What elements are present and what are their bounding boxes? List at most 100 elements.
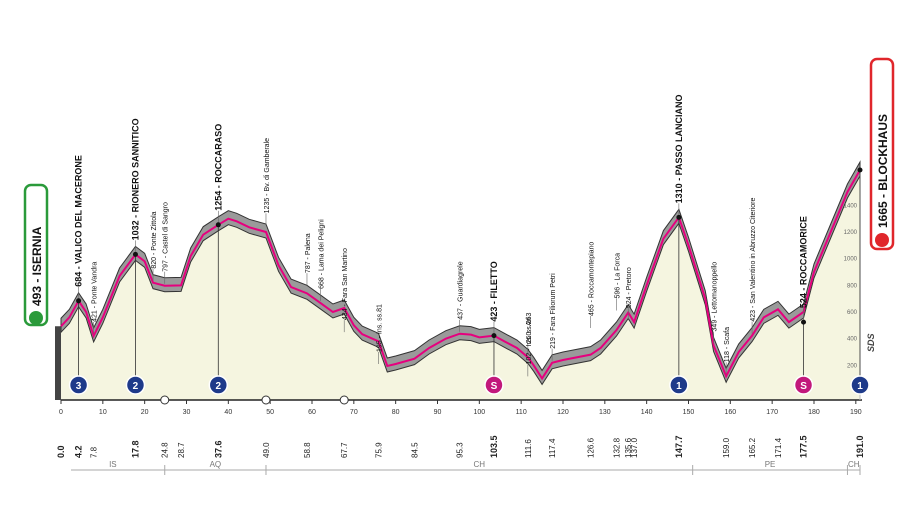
finish-badge: 1665 - BLOCKHAUS: [869, 57, 895, 251]
badge-label: 1: [676, 381, 682, 392]
y-tick-label: 600: [847, 310, 858, 316]
summit-label: 820 - Ponte Zittola: [151, 211, 158, 268]
start-label: 493 - ISERNIA: [30, 226, 44, 306]
km-label: 67.7: [340, 442, 349, 458]
km-label: 7.8: [90, 446, 99, 458]
region-label: PE: [765, 460, 776, 469]
km-label: 0.0: [56, 445, 66, 458]
x-tick-label: 120: [557, 409, 569, 416]
x-tick-label: 150: [683, 409, 695, 416]
road-line: [60, 169, 861, 381]
km-label: 58.8: [303, 442, 312, 458]
km-label: 17.8: [130, 440, 140, 458]
km-label: 84.5: [410, 442, 419, 458]
start-badge: 493 - ISERNIA: [23, 183, 49, 327]
profile-area: [61, 170, 860, 400]
km-label: 103.5: [489, 435, 499, 458]
cyclist-icon: [875, 233, 889, 247]
km-label: 147.7: [674, 435, 684, 458]
summit-dot: [132, 251, 138, 257]
feed-zone-icon: [339, 395, 349, 405]
summit-label: 102 - Ins. ss.263: [526, 313, 533, 365]
badge-label: 1: [857, 381, 863, 392]
y-tick-label: 1200: [844, 230, 858, 236]
summit-label: 1235 - Bv. di Gamberale: [264, 138, 271, 213]
km-label: 126.6: [587, 437, 596, 458]
x-tick-label: 70: [350, 409, 358, 416]
km-label: 132.8: [613, 437, 622, 458]
kom-badge: [669, 375, 689, 395]
finish-label: 1665 - BLOCKHAUS: [876, 114, 890, 228]
sds-mark: SDS: [866, 333, 876, 352]
x-tick-label: 80: [392, 409, 400, 416]
badge-label: 2: [216, 381, 222, 392]
summit-label: 260 - Ari: [526, 317, 533, 344]
x-tick-label: 10: [99, 409, 107, 416]
x-tick-label: 190: [850, 409, 862, 416]
kom-badge: [850, 375, 870, 395]
km-label: 4.2: [74, 445, 84, 458]
km-label: 28.7: [177, 442, 186, 458]
summit-label: 668 - Lama dei Peligni: [318, 219, 325, 289]
kom-badge: [208, 375, 229, 395]
km-label: 137.0: [630, 437, 639, 458]
kom-badge: [68, 375, 89, 395]
x-tick-label: 130: [599, 409, 611, 416]
x-tick-label: 20: [141, 409, 149, 416]
summit-label: 596 - La Forca: [615, 253, 622, 299]
y-tick-label: 1400: [844, 203, 858, 209]
summit-label: 1032 - RIONERO SANNITICO: [130, 118, 140, 240]
km-label: 191.0: [855, 435, 865, 458]
km-label: 37.6: [213, 440, 223, 458]
summit-label: 797 - Castel di Sangro: [163, 202, 170, 272]
summit-label: 434 - Fara San Martino: [342, 248, 349, 320]
x-tick-label: 40: [224, 409, 232, 416]
km-label: 117.4: [548, 438, 557, 458]
km-label: 111.6: [524, 439, 533, 458]
summit-label: 118 - Scafa: [724, 327, 731, 362]
summit-label: 684 - VALICO DEL MACERONE: [74, 155, 84, 287]
summit-label: 1254 - ROCCARASO: [213, 124, 223, 211]
km-label: 24.8: [161, 442, 170, 458]
y-tick-label: 200: [847, 363, 858, 369]
y-tick-label: 400: [847, 337, 858, 343]
summit-label: 524 - Pretoro: [626, 267, 633, 308]
summit-label: 465 - Roccamontepiano: [589, 242, 596, 316]
y-tick-label: 800: [847, 283, 858, 289]
summit-dot: [491, 333, 497, 339]
badge-label: 2: [133, 381, 139, 392]
x-tick-label: 30: [183, 409, 191, 416]
x-tick-label: 50: [266, 409, 274, 416]
summit-label: 423 - San Valentino in Abruzzo Citeriore: [750, 197, 757, 321]
badge-label: 3: [76, 381, 82, 392]
start-wall: [55, 326, 61, 400]
summit-label: 437 - Guardiagrele: [458, 261, 465, 319]
x-tick-label: 140: [641, 409, 653, 416]
y-tick-label: 1000: [844, 257, 858, 263]
summit-label: 524 - ROCCAMORICE: [799, 216, 809, 308]
x-tick-label: 60: [308, 409, 316, 416]
feed-zone-icon: [160, 395, 170, 405]
summit-dot: [857, 167, 863, 173]
x-tick-label: 160: [724, 409, 736, 416]
summit-dot: [215, 222, 221, 228]
cyclist-icon: [29, 311, 43, 325]
x-tick-label: 90: [434, 409, 442, 416]
region-label: CH: [474, 460, 486, 469]
region-label: CH: [848, 460, 860, 469]
region-label: AQ: [210, 460, 222, 469]
km-label: 177.5: [799, 435, 809, 458]
summit-label: 1310 - PASSO LANCIANO: [674, 94, 684, 203]
region-label: IS: [109, 460, 117, 469]
km-label: 95.3: [456, 442, 465, 458]
summit-dot: [801, 319, 807, 325]
feed-zone-icon: [261, 395, 271, 405]
sprint-badge: [484, 375, 504, 395]
km-label: 75.9: [375, 442, 384, 458]
km-label: 135.6: [624, 437, 633, 458]
summit-label: 349 - Lettomanoppello: [712, 262, 719, 332]
summit-dot: [76, 298, 82, 304]
km-label: 171.4: [774, 437, 783, 458]
